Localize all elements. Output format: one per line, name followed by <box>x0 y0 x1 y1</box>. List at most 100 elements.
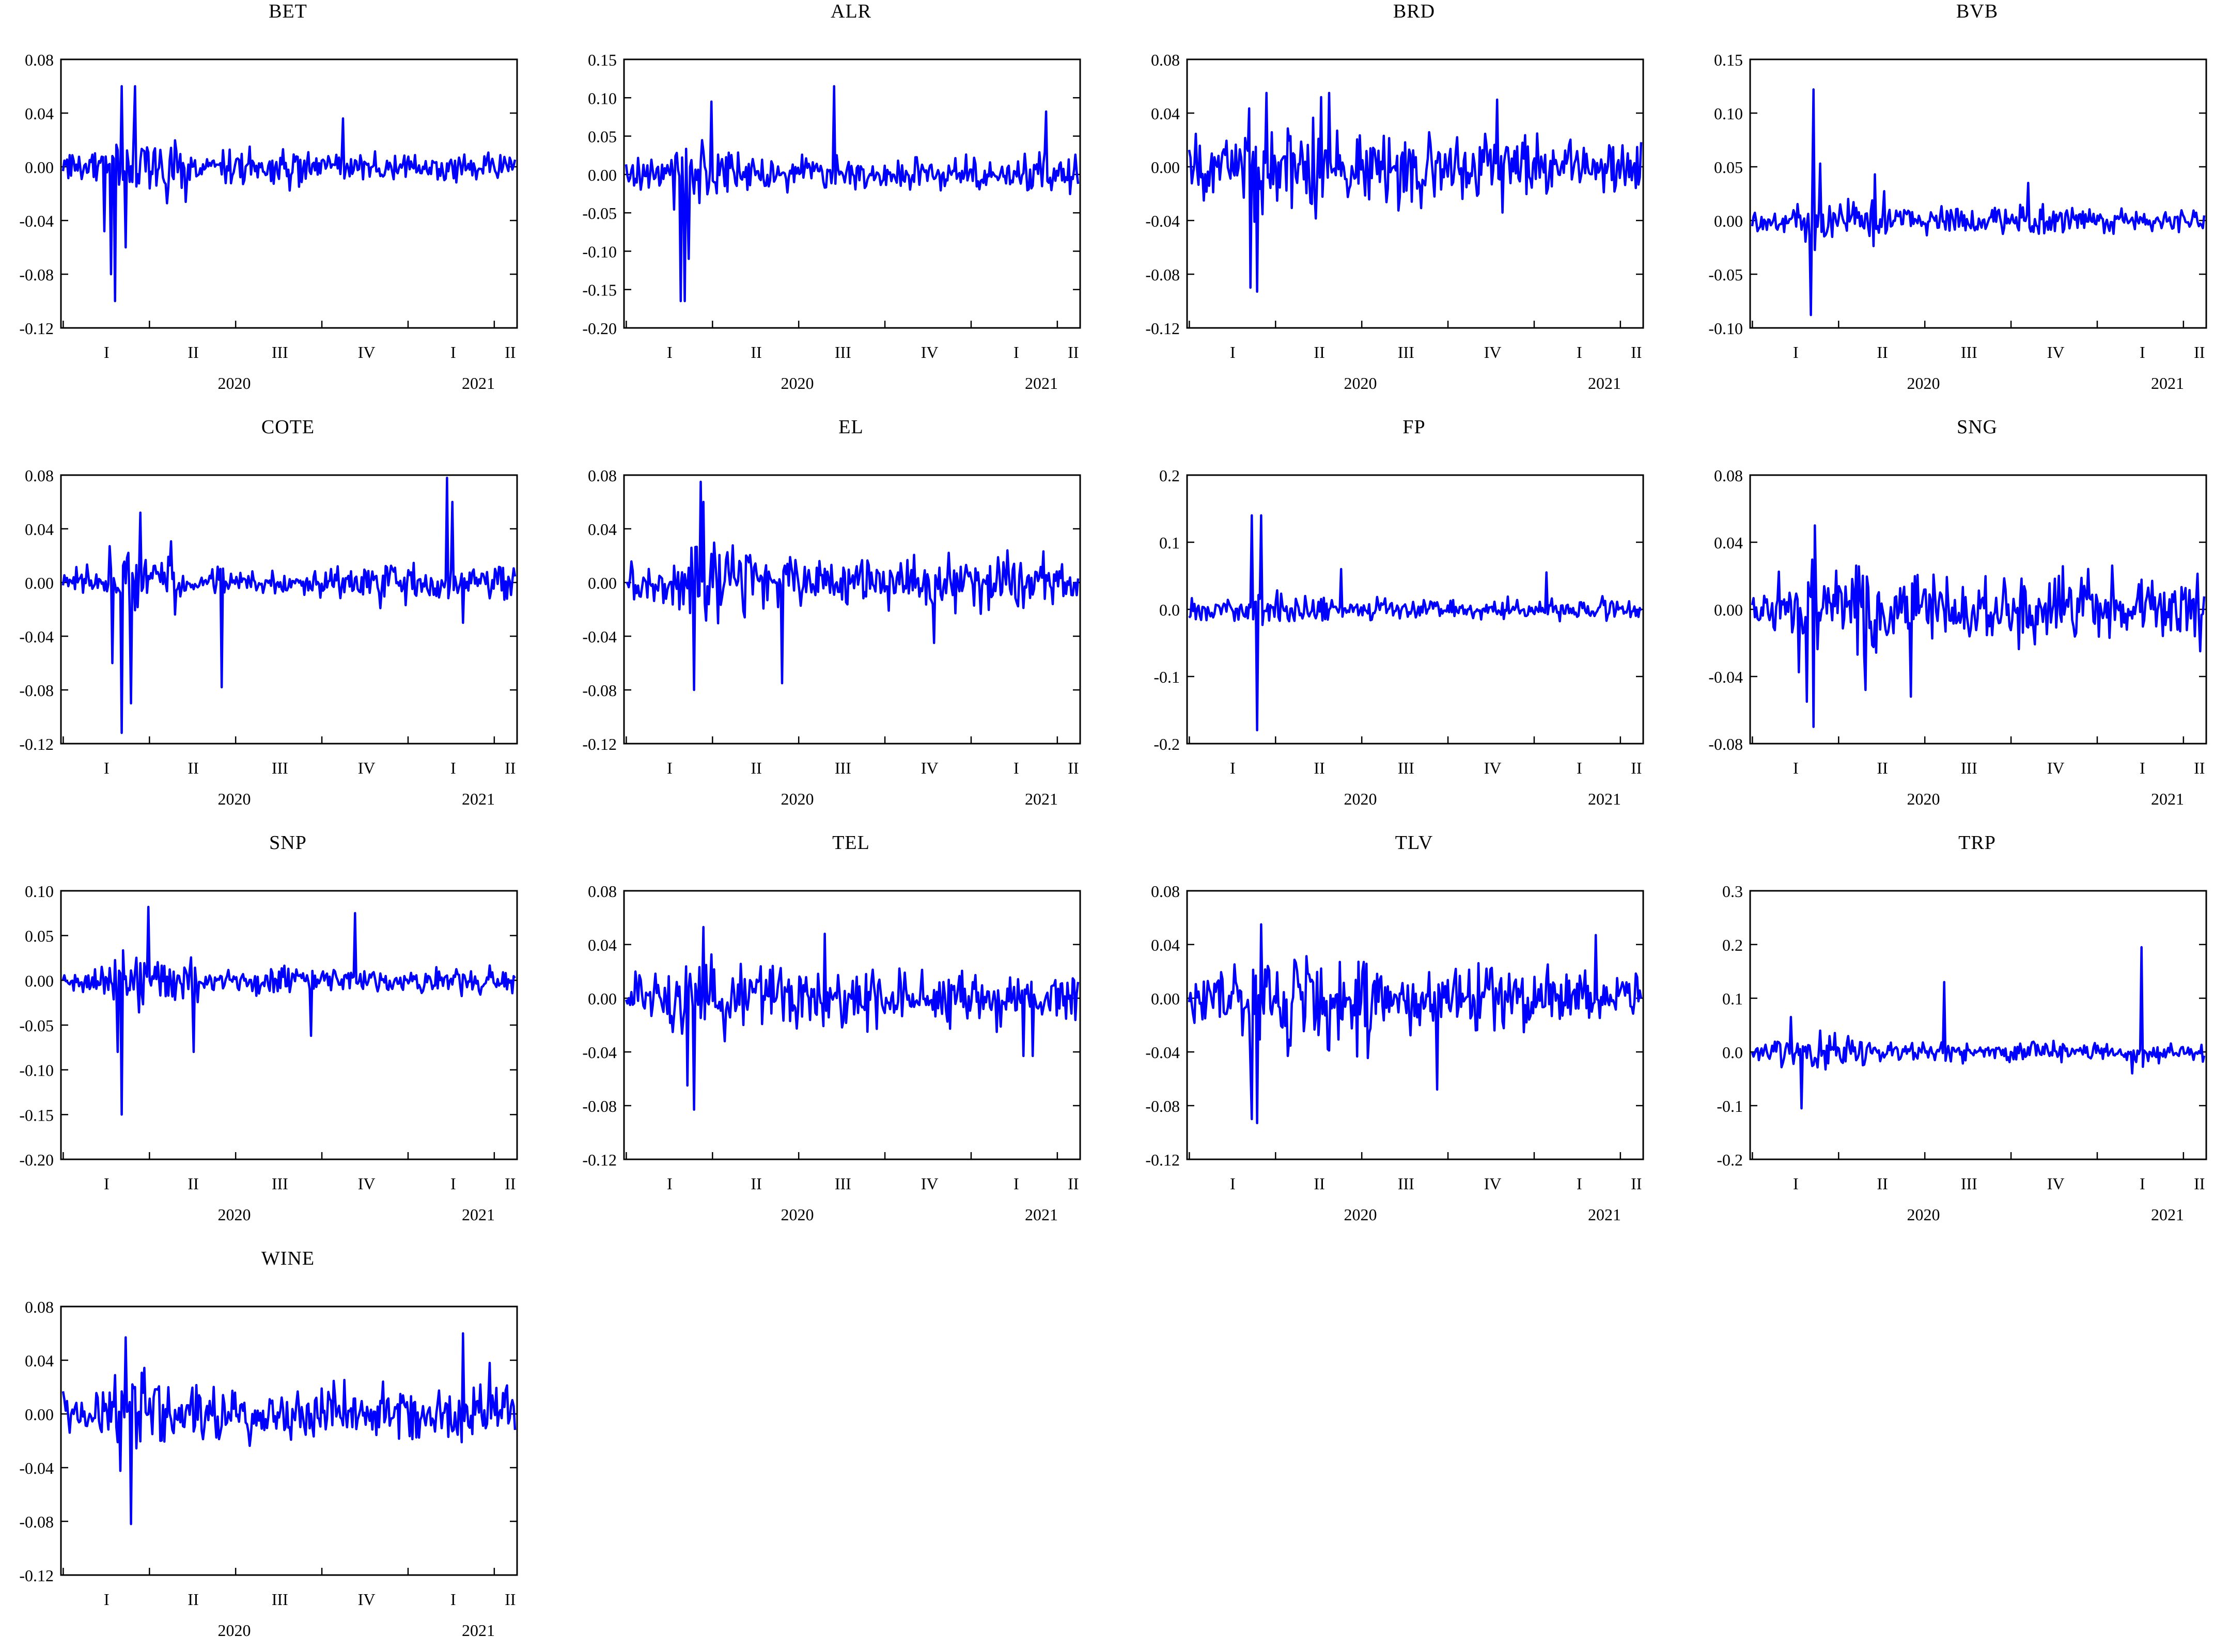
x-tick-label-quarter: I <box>104 1590 110 1609</box>
chart-title: FP <box>1402 416 1426 438</box>
x-tick-label-quarter: III <box>1398 759 1414 777</box>
x-tick-label-quarter: I <box>450 759 456 777</box>
x-tick-label-quarter: II <box>188 1590 198 1609</box>
x-tick-label-quarter: II <box>1068 343 1079 361</box>
y-tick-label: 0.08 <box>25 51 54 69</box>
y-tick-label: 0.00 <box>25 1405 54 1424</box>
plot-frame <box>60 474 518 745</box>
x-tick-label-quarter: III <box>1398 343 1414 361</box>
y-tick-label: 0.15 <box>588 51 617 69</box>
chart-panel-el: EL 0.08 0.04 0.00 -0.04 -0.08 -0.12 I II III IV I II… <box>563 416 1105 808</box>
y-tick-label: 0.00 <box>1151 989 1180 1008</box>
chart-title: ALR <box>831 1 871 22</box>
chart-title: BET <box>269 1 307 22</box>
x-tick-label-quarter: II <box>1068 759 1079 777</box>
x-tick-label-quarter: II <box>2194 759 2205 777</box>
x-tick-label-quarter: II <box>751 343 761 361</box>
x-tick-label-quarter: III <box>272 1174 288 1193</box>
plot-frame <box>623 474 1081 745</box>
y-tick-label: -0.04 <box>582 1043 617 1062</box>
y-tick-label: 0.00 <box>1714 601 1743 619</box>
x-tick-label-quarter: II <box>1877 343 1888 361</box>
x-tick-label-quarter: I <box>1014 759 1019 777</box>
y-tick-label: 0.00 <box>1151 158 1180 177</box>
y-tick-label: -0.08 <box>1145 1097 1180 1115</box>
x-tick-label-quarter: II <box>505 759 516 777</box>
x-tick-label-quarter: I <box>1577 343 1582 361</box>
x-tick-label-year: 2020 <box>1344 1205 1377 1224</box>
series-line <box>61 905 516 1116</box>
y-tick-label: 0.10 <box>1714 104 1743 123</box>
y-tick-label: 0.08 <box>1151 51 1180 69</box>
x-tick-label-quarter: II <box>1314 759 1324 777</box>
chart-panel-wine: WINE 0.08 0.04 0.00 -0.04 -0.08 -0.12 I II III IV I… <box>0 1247 542 1640</box>
chart-panel-bvb: BVB 0.15 0.10 0.05 0.00 -0.05 -0.10 I II III IV I II… <box>1689 0 2214 392</box>
x-tick-label-quarter: III <box>1961 1174 1977 1193</box>
x-tick-label-quarter: IV <box>2047 1174 2065 1193</box>
y-tick-label: -0.05 <box>582 204 617 223</box>
chart-title: SNP <box>269 832 307 854</box>
x-tick-label-quarter: I <box>104 1174 110 1193</box>
x-tick-label-quarter: I <box>2140 759 2145 777</box>
series-line <box>1751 524 2206 728</box>
x-tick-label-quarter: IV <box>2047 343 2065 361</box>
series-line <box>1188 91 1643 293</box>
y-tick-label: -0.04 <box>1708 668 1743 686</box>
x-tick-label-year: 2020 <box>1907 790 1940 808</box>
y-tick-label: 0.04 <box>1151 104 1180 123</box>
y-tick-label: 0.00 <box>588 989 617 1008</box>
y-tick-label: 0.00 <box>588 574 617 592</box>
x-tick-label-quarter: II <box>2194 343 2205 361</box>
series-line <box>1188 923 1643 1125</box>
series-line <box>625 85 1080 303</box>
x-tick-label-quarter: I <box>1230 759 1236 777</box>
y-tick-label: -0.04 <box>1145 212 1180 230</box>
x-tick-label-year: 2020 <box>1907 374 1940 392</box>
series-line <box>1188 514 1642 732</box>
series-line <box>1751 88 2206 317</box>
chart-title: WINE <box>261 1248 315 1269</box>
y-tick-label: 0.00 <box>25 574 54 592</box>
x-tick-label-quarter: I <box>2140 1174 2145 1193</box>
x-tick-label-quarter: I <box>1230 1174 1236 1193</box>
chart-title: BRD <box>1393 1 1436 22</box>
plot-frame <box>60 890 518 1160</box>
chart-panel-bet: BET 0.08 0.04 0.00 -0.04 -0.08 -0.12 I II III IV I I… <box>0 0 542 392</box>
y-tick-label: 0.00 <box>25 158 54 177</box>
y-tick-label: -0.12 <box>19 1566 54 1585</box>
x-tick-label-quarter: I <box>1793 759 1799 777</box>
chart-svg: 0.150.100.050.00-0.05-0.10I II III IV I II202… <box>1708 51 2207 392</box>
y-tick-label: 0.08 <box>588 882 617 901</box>
x-tick-label-year: 2020 <box>218 1621 251 1640</box>
y-tick-label: -0.12 <box>1145 319 1180 338</box>
x-tick-label-year: 2021 <box>1025 1205 1058 1224</box>
y-tick-label: -0.15 <box>582 281 617 300</box>
x-tick-label-quarter: II <box>505 1590 516 1609</box>
y-tick-label: 0.04 <box>588 520 617 539</box>
plot-frame <box>1749 890 2207 1160</box>
x-tick-label-quarter: II <box>1314 343 1324 361</box>
x-tick-label-quarter: I <box>1014 1174 1019 1193</box>
y-tick-label: -0.08 <box>19 1513 54 1531</box>
plot-frame <box>623 58 1081 329</box>
y-tick-label: -0.08 <box>19 265 54 284</box>
chart-panel-fp: FP 0.2 0.1 0.0 -0.1 -0.2 I II III IV I II 2020 2021 <box>1126 416 1669 808</box>
x-tick-label-quarter: I <box>104 759 110 777</box>
chart-title: BVB <box>1956 1 1999 22</box>
x-tick-label-quarter: III <box>835 343 851 361</box>
x-tick-label-quarter: IV <box>1484 1174 1502 1193</box>
x-tick-label-quarter: IV <box>1484 343 1502 361</box>
x-tick-label-quarter: II <box>1631 759 1642 777</box>
y-tick-label: 0.08 <box>25 1298 54 1316</box>
x-tick-label-quarter: III <box>1398 1174 1414 1193</box>
y-tick-label: 0.00 <box>588 166 617 184</box>
x-tick-label-quarter: I <box>667 343 673 361</box>
chart-svg: 0.150.100.050.00-0.05-0.10-0.15-0.20I II I… <box>582 51 1081 392</box>
series-line <box>61 85 517 303</box>
x-tick-label-year: 2021 <box>1025 790 1058 808</box>
y-tick-label: -0.04 <box>19 627 54 646</box>
x-tick-label-quarter: II <box>1068 1174 1079 1193</box>
chart-panel-brd: BRD 0.08 0.04 0.00 -0.04 -0.08 -0.12 I II III IV I I… <box>1126 0 1669 392</box>
